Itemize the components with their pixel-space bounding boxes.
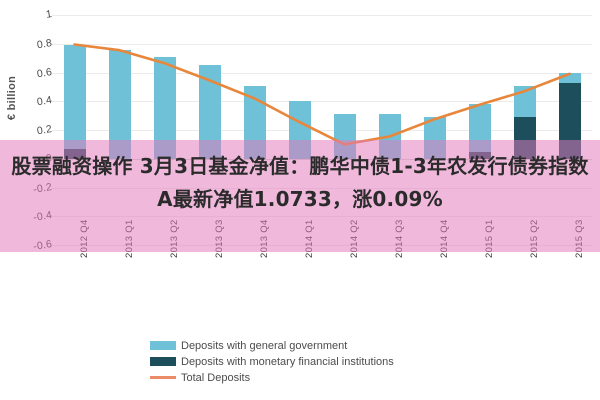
- bar-column: [558, 15, 581, 245]
- legend-swatch-icon: [150, 376, 176, 379]
- bar-column: [153, 15, 176, 245]
- bar-segment-government-deposits: [558, 72, 581, 84]
- legend-item[interactable]: Deposits with general government: [150, 338, 394, 353]
- gridline: [52, 15, 592, 16]
- chart-legend: Deposits with general government Deposits…: [150, 338, 394, 386]
- gridline: [52, 43, 592, 45]
- gridline: [52, 72, 592, 74]
- promo-overlay-band: [0, 140, 600, 252]
- legend-swatch-icon: [150, 341, 176, 350]
- bar-column: [198, 15, 221, 245]
- bar-segment-government-deposits: [63, 44, 86, 150]
- x-axis-tick-labels: 2012 Q42013 Q12013 Q22013 Q32013 Q42014 …: [52, 219, 592, 336]
- total-deposits-line: [73, 43, 571, 146]
- legend-item[interactable]: Deposits with monetary financial institu…: [150, 354, 394, 369]
- gridline: [52, 101, 592, 103]
- legend-item-label: Total Deposits: [181, 371, 251, 384]
- total-deposits-polyline: [73, 43, 571, 146]
- y-axis-tick-label: 0.8: [36, 36, 53, 51]
- legend-item-label: Deposits with general government: [181, 339, 348, 352]
- bar-segment-mfi-deposits: [558, 83, 581, 159]
- y-axis-tick-label: 0.6: [36, 65, 53, 80]
- legend-swatch-icon: [150, 357, 176, 366]
- bar-column: [108, 15, 131, 245]
- legend-item-label: Deposits with monetary financial institu…: [181, 355, 394, 368]
- bar-segment-government-deposits: [198, 64, 221, 159]
- y-axis-tick-label: 0.4: [36, 94, 53, 109]
- y-axis-tick-label: 1: [45, 8, 53, 21]
- gridline: [52, 130, 592, 131]
- bar-segment-government-deposits: [153, 57, 176, 159]
- legend-item[interactable]: Total Deposits: [150, 370, 394, 385]
- bar-segment-government-deposits: [108, 50, 131, 159]
- promo-overlay-text: 股票融资操作 3月3日基金净值：鹏华中债1-3年农发行债券指数A最新净值1.07…: [11, 154, 589, 211]
